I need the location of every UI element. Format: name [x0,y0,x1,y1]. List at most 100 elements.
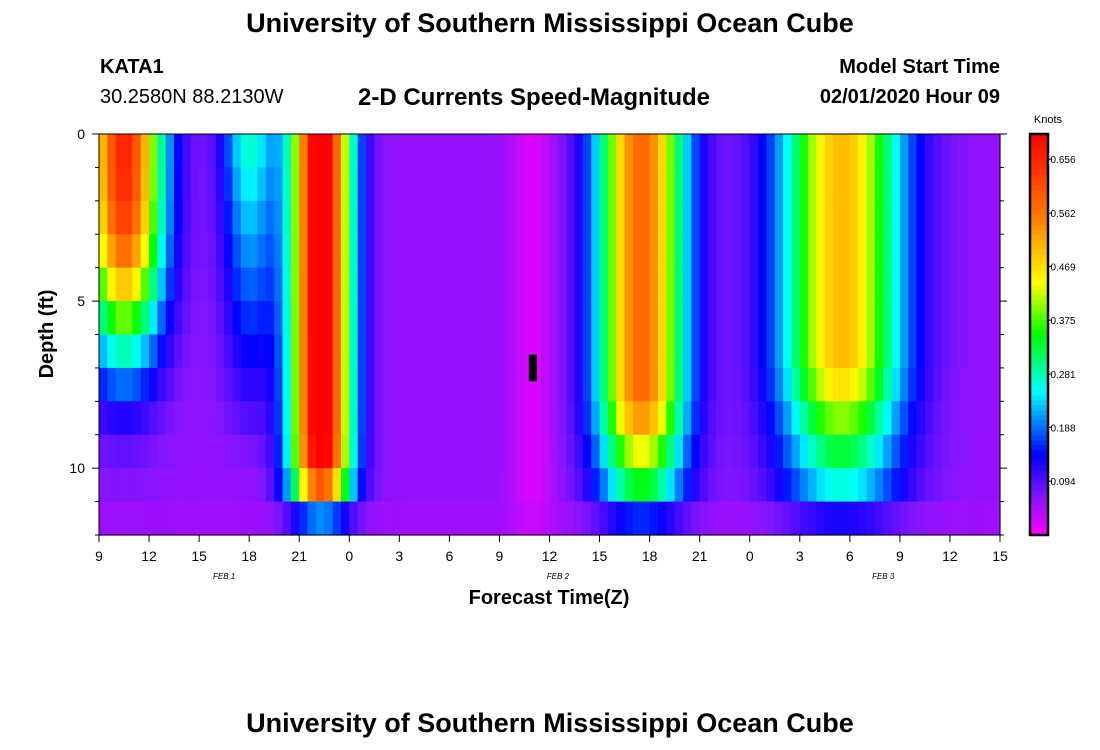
heatmap-cell [399,267,409,302]
heatmap-cell [966,167,976,202]
heatmap-cell [808,200,818,235]
heatmap-cell [274,234,284,269]
heatmap-cell [749,434,759,469]
heatmap-cell [899,134,909,169]
heatmap-cell [641,367,651,402]
heatmap-cell [666,200,676,235]
heatmap-cell [457,234,467,269]
heatmap-cell [808,501,818,536]
heatmap-cell [974,267,984,302]
colorbar-segment [1030,504,1048,511]
heatmap-cell [449,200,459,235]
heatmap-cell [290,301,300,336]
heatmap-cell [340,501,350,536]
heatmap-cell [165,367,175,402]
heatmap-cell [349,501,359,536]
heatmap-cell [407,301,417,336]
heatmap-cell [390,134,400,169]
heatmap-cell [499,334,509,369]
heatmap-cell [758,134,767,169]
heatmap-cell [324,134,334,169]
heatmap-cell [741,501,751,536]
heatmap-cell [491,167,501,202]
heatmap-cell [841,401,851,436]
heatmap-cell [716,468,726,503]
heatmap-cell [632,334,642,369]
heatmap-cell [983,167,993,202]
heatmap-cell [399,334,409,369]
heatmap-cell [891,367,901,402]
heatmap-cell [724,134,734,169]
heatmap-cell [416,401,425,436]
heatmap-cell [182,167,192,202]
colorbar-segment [1030,389,1048,396]
heatmap-cell [549,167,559,202]
heatmap-cell [933,434,943,469]
heatmap-cell [841,267,851,302]
heatmap-cell [449,301,459,336]
heatmap-cell [774,401,784,436]
colorbar-segment [1030,359,1048,366]
heatmap-cell [207,367,217,402]
x-tick-label: 6 [846,548,854,564]
heatmap-cell [99,367,108,402]
heatmap-cell [299,401,309,436]
heatmap-cell [716,434,726,469]
heatmap-cell [716,334,726,369]
heatmap-cell [357,434,367,469]
x-tick-label: 15 [592,548,608,564]
colorbar-segment [1030,409,1048,416]
colorbar-segment [1030,149,1048,155]
heatmap-cell [407,434,417,469]
heatmap-cell [649,234,659,269]
heatmap-cell [783,301,793,336]
heatmap-cell [265,334,275,369]
heatmap-cell [165,501,175,536]
heatmap-cell [591,167,601,202]
heatmap-cell [908,134,918,169]
colorbar-segment [1030,279,1048,285]
heatmap-cell [499,301,509,336]
heatmap-cell [774,234,784,269]
heatmap-cell [140,401,150,436]
heatmap-cell [849,267,859,302]
heatmap-cell [566,334,576,369]
heatmap-cell [991,134,1001,169]
heatmap-cell [365,334,375,369]
heatmap-cell [407,334,417,369]
heatmap-cell [257,401,267,436]
heatmap-cell [841,234,851,269]
heatmap-cell [340,367,350,402]
heatmap-cell [390,401,400,436]
heatmap-cell [716,301,726,336]
heatmap-cell [157,501,167,536]
colorbar-segment [1030,254,1048,260]
heatmap-cell [124,501,133,536]
heatmap-cell [232,334,242,369]
heatmap-cell [874,234,884,269]
heatmap-cell [724,200,734,235]
heatmap-cell [99,401,108,436]
heatmap-cell [874,468,884,503]
heatmap-cell [624,200,634,235]
heatmap-cell [599,401,609,436]
heatmap-cell [941,301,951,336]
heatmap-cell [699,301,709,336]
heatmap-cell [215,200,225,235]
heatmap-cell [724,234,734,269]
heatmap-cell [132,434,142,469]
x-tick-label: 21 [291,548,307,564]
heatmap-cell [449,334,459,369]
axes: 9 12 15 18 21 0 3 6 9 12 15 18 21 0 3 6 9 12 15 FEB 1 FEB 2 F… [69,126,1008,581]
heatmap-cell [115,367,125,402]
heatmap-cell [716,234,726,269]
heatmap-cell [741,367,751,402]
heatmap-cell [733,468,742,503]
heatmap-cell [390,468,400,503]
heatmap-cell [491,401,501,436]
heatmap-cell [390,200,400,235]
heatmap-cell [816,167,826,202]
heatmap-cell [140,501,150,536]
colorbar-segment [1030,444,1048,451]
heatmap-cell [324,367,334,402]
